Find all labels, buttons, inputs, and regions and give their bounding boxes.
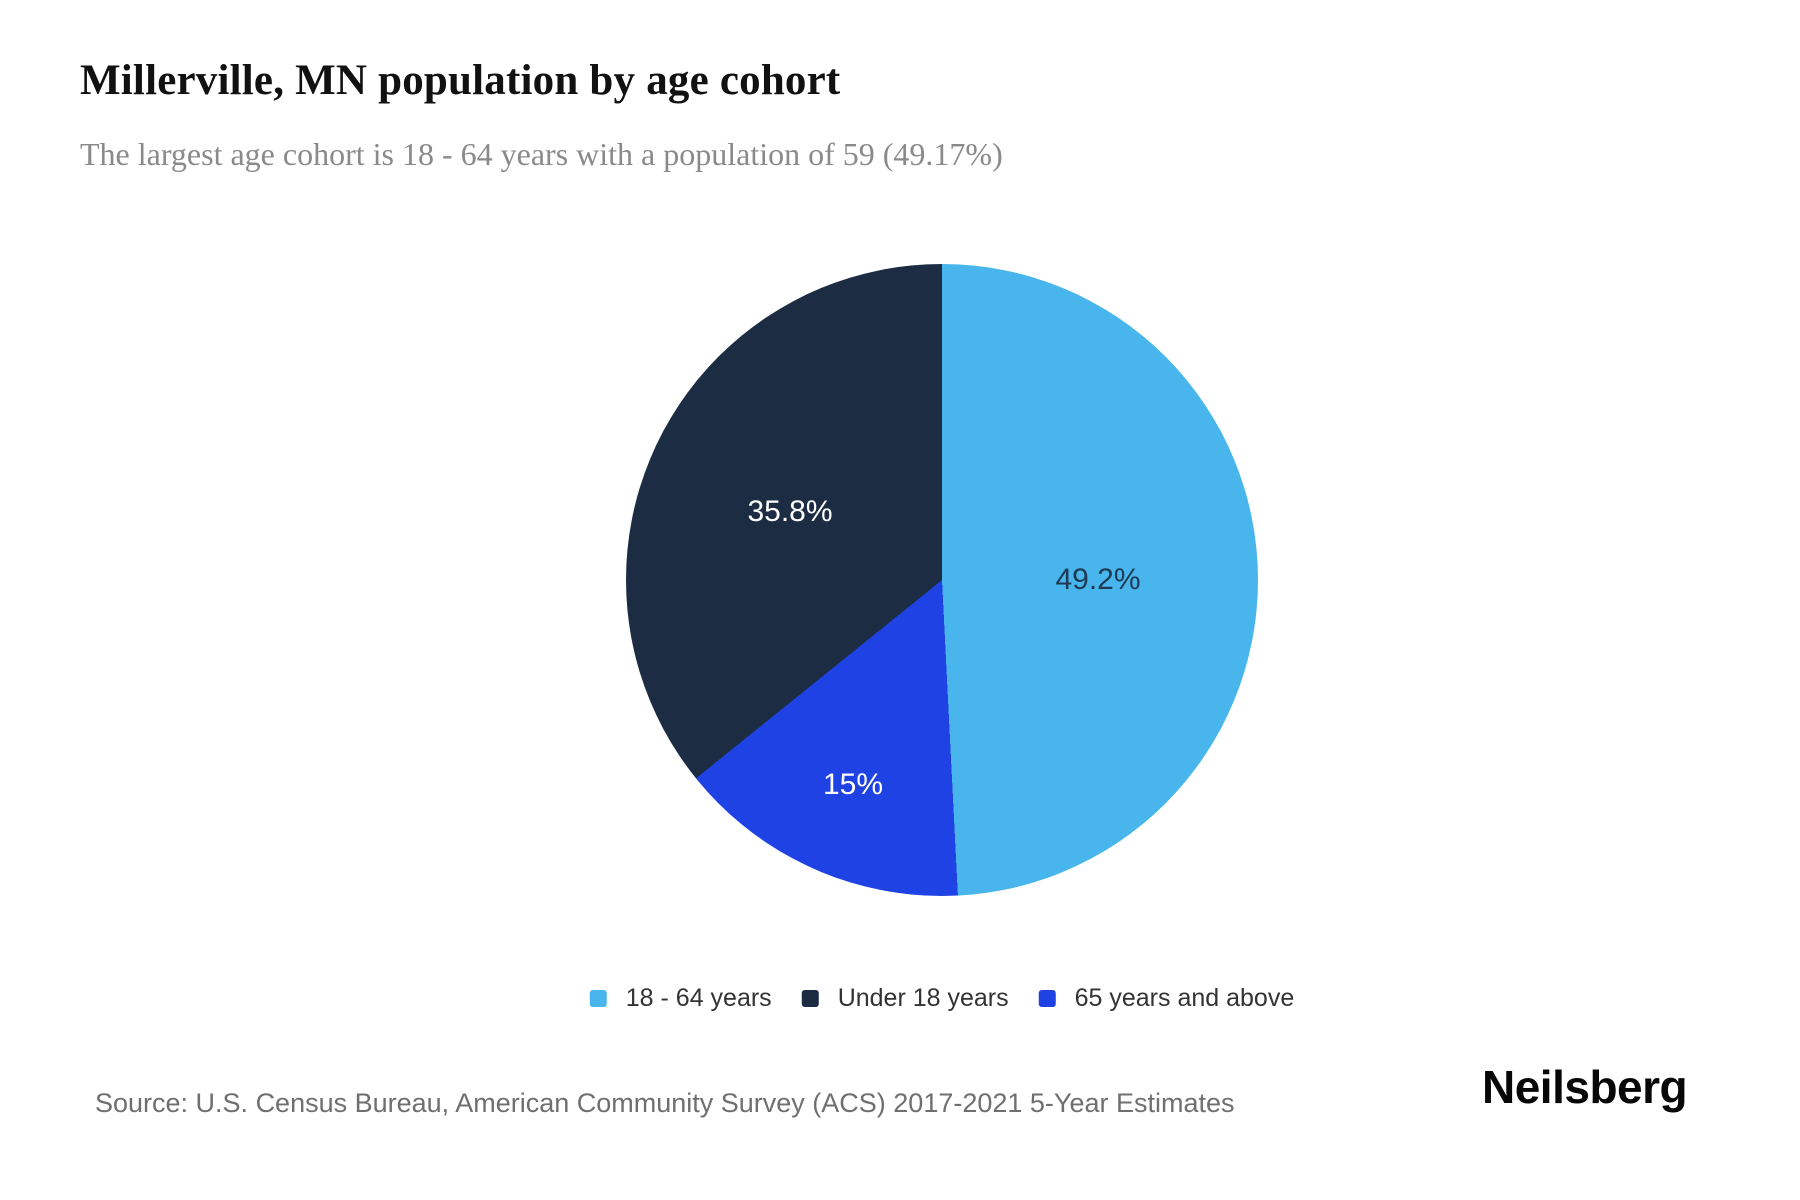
legend: 18 - 64 years Under 18 years 65 years an…	[589, 984, 1295, 1013]
legend-item-18-64-years[interactable]: 18 - 64 years	[589, 984, 772, 1013]
legend-item-under-18-years[interactable]: Under 18 years	[801, 984, 1009, 1013]
chart-title: Millerville, MN population by age cohort	[80, 57, 841, 104]
neilsberg-logo: Neilsberg	[1482, 1061, 1688, 1113]
legend-swatch-18-64-years	[589, 990, 607, 1007]
legend-label-65-years-and-above: 65 years and above	[1074, 984, 1295, 1012]
source-attribution: Source: U.S. Census Bureau, American Com…	[95, 1088, 1235, 1118]
chart-subtitle: The largest age cohort is 18 - 64 years …	[80, 136, 1003, 172]
pie[interactable]	[626, 264, 1258, 896]
legend-label-under-18-years: Under 18 years	[837, 984, 1009, 1012]
legend-swatch-under-18-years	[801, 990, 819, 1007]
legend-swatch-65-years-and-above	[1038, 990, 1056, 1007]
legend-label-18-64-years: 18 - 64 years	[625, 984, 772, 1012]
legend-item-65-years-and-above[interactable]: 65 years and above	[1038, 984, 1295, 1013]
